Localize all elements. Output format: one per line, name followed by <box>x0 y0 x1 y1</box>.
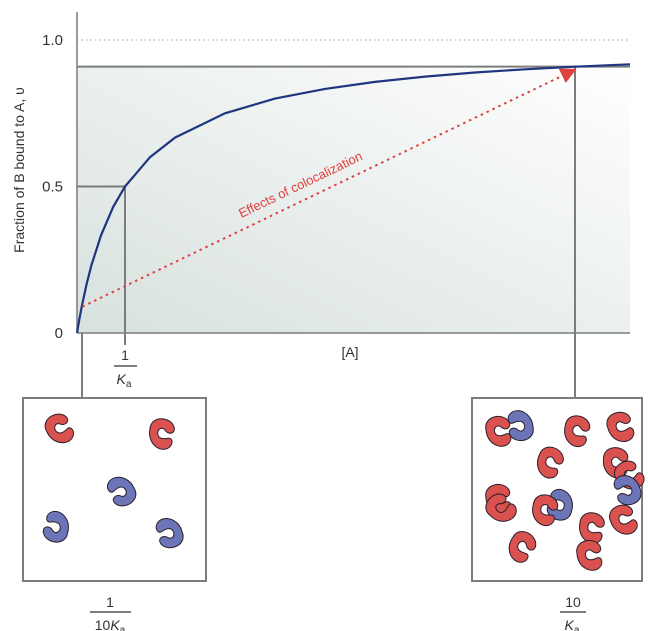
y-tick-label: 0 <box>55 325 63 342</box>
x-tick-denom-var: K <box>117 371 127 387</box>
x-axis-label: [A] <box>341 344 358 360</box>
left-label-denominator: 10Ka <box>95 617 126 631</box>
right-panel-label: 10 Ka <box>560 594 586 631</box>
low-concentration-panel: 1 10Ka <box>22 397 207 631</box>
y-tick-labels: 0 0.5 1.0 <box>42 32 63 342</box>
binding-chart: Effects of colocalization 00.51.0 Fracti… <box>11 12 631 390</box>
binding-curve <box>75 63 631 334</box>
x-tick-denominator: Ka <box>117 371 132 390</box>
y-axis-label: Fraction of B bound to A, υ <box>11 87 27 253</box>
high-concentration-panel: 10 Ka <box>471 397 648 631</box>
right-label-sub: a <box>574 625 580 631</box>
x-tick-denom-sub: a <box>126 379 132 390</box>
saturation-shaded-region <box>77 66 630 334</box>
left-label-var: K <box>110 617 120 631</box>
guide-lines <box>77 65 630 345</box>
x-tick-numerator: 1 <box>121 347 129 363</box>
right-label-var: K <box>565 617 575 631</box>
y-tick-label: 0.5 <box>42 179 63 196</box>
left-label-prefix: 10 <box>95 617 111 631</box>
right-label-numerator: 10 <box>565 594 581 610</box>
y-tick-label: 1.0 <box>42 32 63 49</box>
right-label-denominator: Ka <box>565 617 580 631</box>
left-label-numerator: 1 <box>106 594 114 610</box>
left-label-sub: a <box>120 625 126 631</box>
left-panel-label: 1 10Ka <box>90 594 131 631</box>
x-tick-1-over-Ka: 1 Ka <box>114 347 137 390</box>
